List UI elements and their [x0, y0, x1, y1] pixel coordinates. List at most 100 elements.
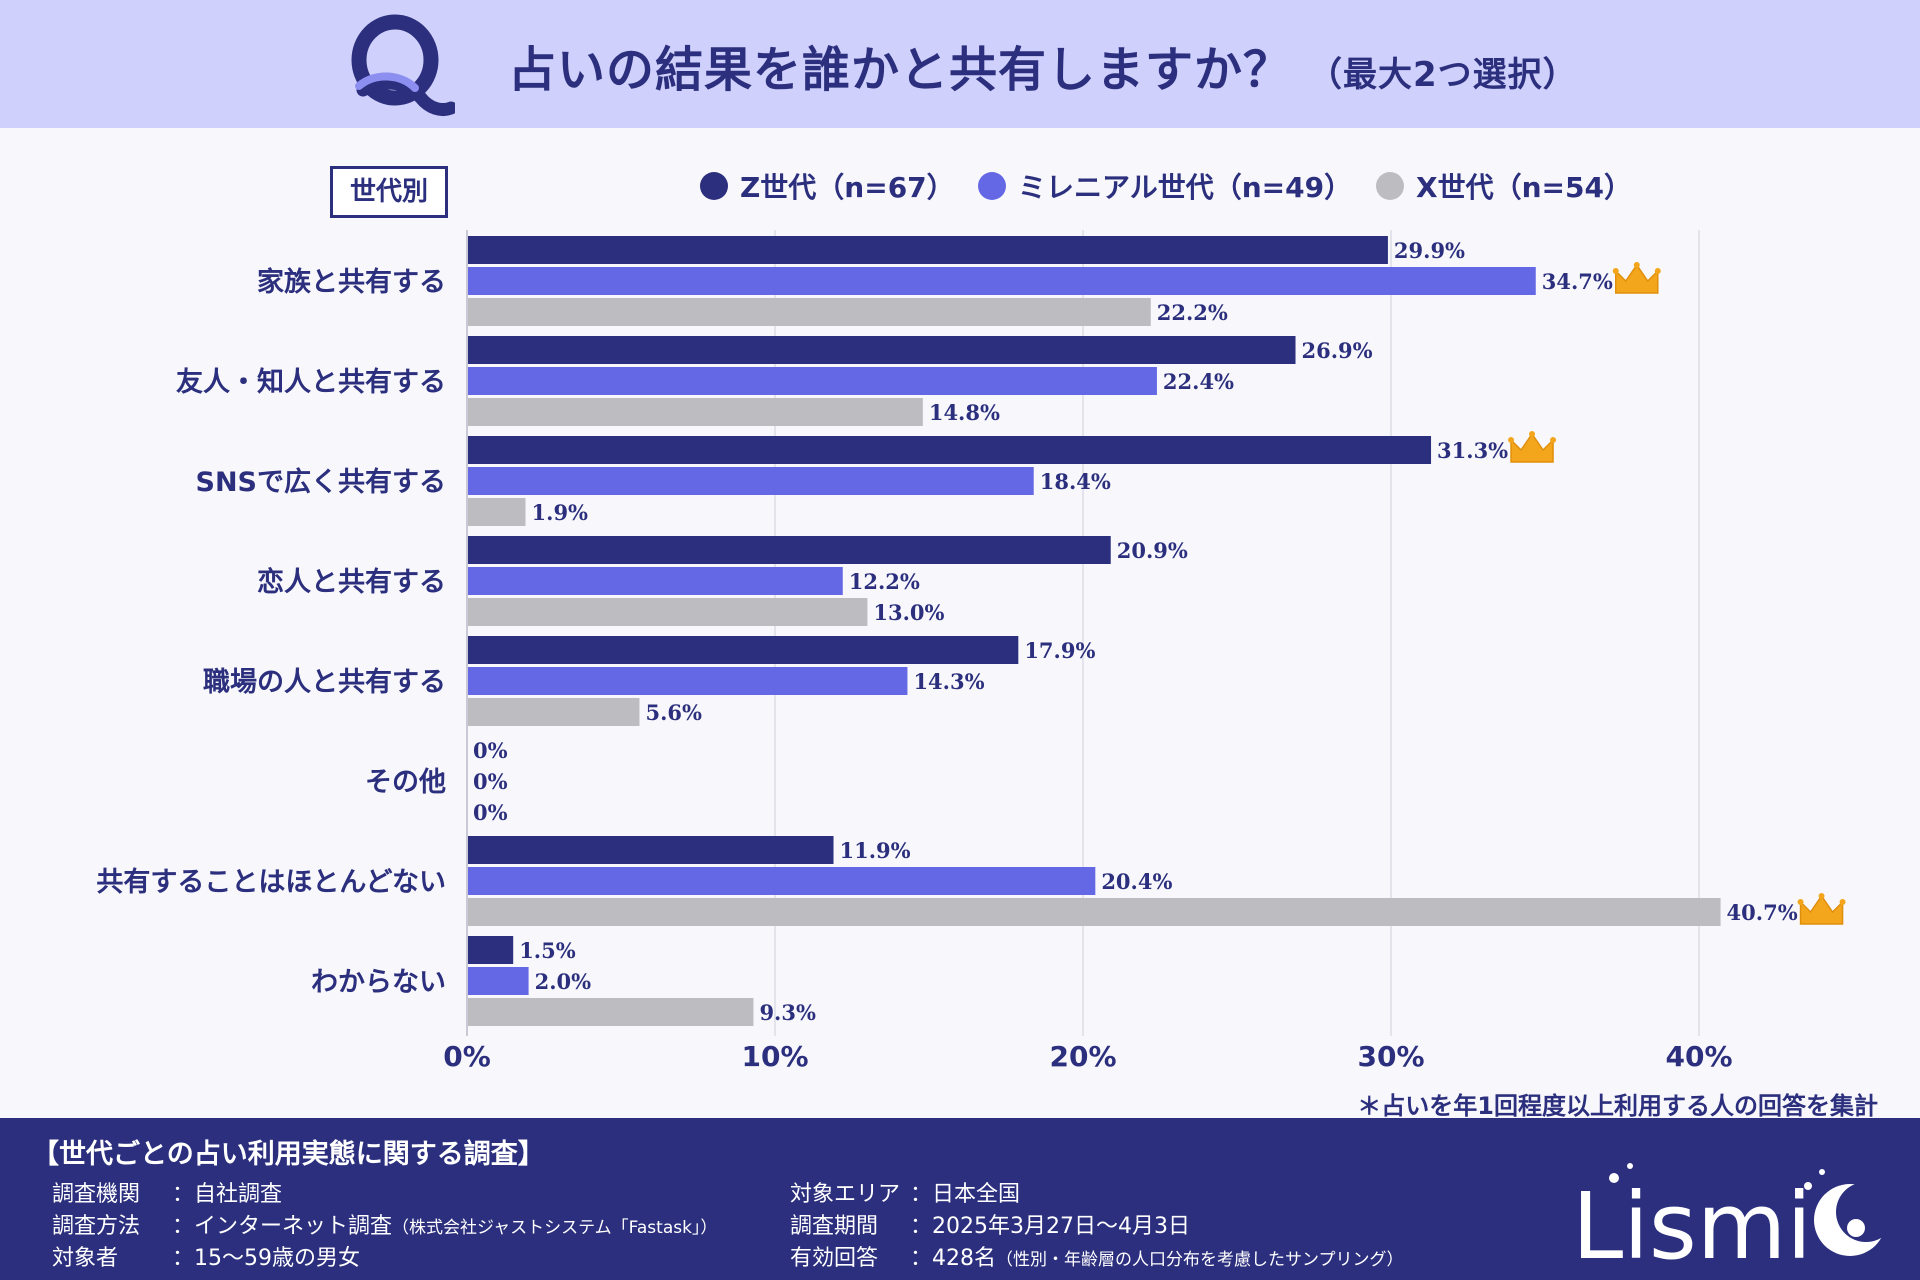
footer-value: ：2025年3月27日〜4月3日	[910, 1214, 1190, 1239]
crown-icon	[1615, 263, 1659, 294]
footer-value: ：日本全国	[910, 1182, 1021, 1207]
x-tick-label: 10%	[741, 1040, 808, 1073]
category-label: 共有することはほとんどない	[96, 867, 446, 898]
lismi-wordmark: Lismi	[1572, 1173, 1812, 1274]
footer-key: 有効回答	[790, 1246, 879, 1271]
legend-dot-millennial	[978, 172, 1006, 200]
chart-title: 占いの結果を誰かと共有しますか？ （最大2つ選択）	[508, 30, 1578, 100]
category-label: SNSで広く共有する	[196, 466, 447, 498]
footer-note: （性別・年齢層の人口分布を考慮したサンプリング）	[996, 1250, 1404, 1270]
crown-jewel	[1839, 899, 1846, 905]
crown-icon	[1510, 432, 1554, 463]
data-label: 18.4%	[1040, 469, 1111, 494]
group-label-box: 世代別	[330, 166, 448, 218]
category-label: 友人・知人と共有する	[176, 367, 446, 398]
data-label: 1.9%	[532, 500, 589, 525]
data-label: 13.0%	[873, 600, 944, 625]
x-tick-label: 30%	[1357, 1040, 1424, 1073]
bar-x	[467, 398, 923, 426]
bar-x	[467, 698, 640, 726]
data-label: 31.3%	[1437, 438, 1508, 463]
title-subtitle: （最大2つ選択）	[1308, 55, 1578, 95]
data-label: 14.3%	[913, 669, 984, 694]
category-label: 家族と共有する	[257, 266, 446, 298]
footer-value: ：自社調査	[172, 1182, 283, 1207]
data-label: 5.6%	[645, 700, 702, 725]
footer-row-target: 対象者 ：15〜59歳の男女	[52, 1240, 360, 1272]
legend-item-millennial: ミレニアル世代（n=49）	[978, 166, 1352, 206]
data-label: 0%	[473, 769, 508, 794]
sparkle-icon	[1609, 1163, 1825, 1190]
bar-x	[467, 898, 1721, 926]
footer-row-period: 調査期間 ：2025年3月27日〜4月3日	[790, 1208, 1190, 1240]
footer-note: （株式会社ジャストシステム「Fastask」）	[392, 1218, 718, 1238]
bar-z	[467, 636, 1019, 664]
crown-jewel	[1612, 268, 1619, 274]
legend-label-z: Z世代（n=67）	[740, 171, 955, 204]
bar-z	[467, 836, 834, 864]
data-label: 0%	[473, 738, 508, 763]
crown-icon	[1799, 894, 1844, 925]
bar-x	[467, 298, 1151, 326]
bar-z	[467, 236, 1388, 264]
footer-row-area: 対象エリア ：日本全国	[790, 1176, 1020, 1208]
title-text: 占いの結果を誰かと共有しますか？	[508, 42, 1293, 98]
bar-z	[467, 536, 1111, 564]
legend-dot-z	[700, 172, 728, 200]
data-label: 34.7%	[1542, 269, 1613, 294]
footer-row-method: 調査方法 ：インターネット調査（株式会社ジャストシステム「Fastask」）	[52, 1208, 717, 1240]
footer-value: ：428名	[910, 1246, 996, 1271]
bar-x	[467, 498, 526, 526]
legend-dot-x	[1376, 172, 1404, 200]
footer-value: ：15〜59歳の男女	[172, 1246, 360, 1271]
bar-millennial	[467, 967, 529, 995]
footer-row-agency: 調査機関 ：自社調査	[52, 1176, 282, 1208]
x-tick-label: 20%	[1049, 1040, 1116, 1073]
data-label: 29.9%	[1394, 238, 1465, 263]
crown-jewel	[1654, 268, 1661, 274]
footer-key: 調査機関	[52, 1182, 141, 1207]
bar-z	[467, 436, 1432, 464]
data-label: 20.9%	[1117, 538, 1188, 563]
bar-millennial	[467, 867, 1096, 895]
bar-millennial	[467, 267, 1536, 295]
bar-millennial	[467, 567, 843, 595]
data-label: 9.3%	[759, 1000, 816, 1025]
data-label: 26.9%	[1302, 338, 1373, 363]
x-tick-label: 40%	[1665, 1040, 1732, 1073]
legend-label-x: X世代（n=54）	[1416, 171, 1632, 204]
footer-value: ：インターネット調査	[172, 1214, 393, 1239]
bar-millennial	[467, 667, 908, 695]
crown-jewel	[1633, 262, 1640, 268]
legend-label-millennial: ミレニアル世代（n=49）	[1018, 171, 1353, 204]
bar-z	[467, 336, 1296, 364]
data-label: 11.9%	[840, 838, 911, 863]
data-label: 20.4%	[1101, 869, 1172, 894]
legend-item-x: X世代（n=54）	[1376, 166, 1632, 206]
bar-x	[467, 998, 754, 1026]
data-label: 22.2%	[1157, 300, 1228, 325]
header-banner: 占いの結果を誰かと共有しますか？ （最大2つ選択）	[0, 0, 1920, 128]
moon-cat-icon	[1814, 1182, 1890, 1256]
crown-jewel	[1508, 437, 1515, 443]
q-logo-icon	[351, 14, 455, 117]
data-label: 0%	[473, 800, 508, 825]
legend-item-z: Z世代（n=67）	[700, 166, 955, 206]
crown-jewel	[1550, 437, 1557, 443]
crown-jewel	[1818, 893, 1825, 899]
footer-panel: 【世代ごとの占い利用実態に関する調査】 調査機関 ：自社調査 調査方法 ：インターネ…	[0, 1118, 1920, 1280]
footer-key: 調査方法	[52, 1214, 141, 1239]
data-label: 2.0%	[535, 969, 592, 994]
footer-key: 対象エリア	[790, 1182, 901, 1207]
category-label: 職場の人と共有する	[203, 667, 446, 698]
footer-key: 調査期間	[790, 1214, 879, 1239]
bar-millennial	[467, 367, 1157, 395]
category-label: わからない	[311, 967, 446, 998]
x-tick-label: 0%	[443, 1040, 491, 1073]
lismi-logo: Lismi	[1572, 1163, 1890, 1274]
data-label: 40.7%	[1727, 900, 1798, 925]
bar-x	[467, 598, 868, 626]
data-label: 14.8%	[929, 400, 1000, 425]
data-label: 22.4%	[1163, 369, 1234, 394]
